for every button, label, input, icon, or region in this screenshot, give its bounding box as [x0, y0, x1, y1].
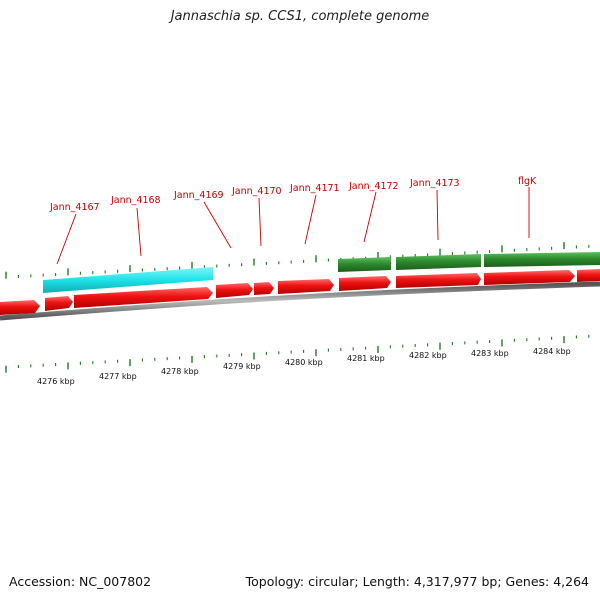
gene-label[interactable]: Jann_4172: [348, 181, 399, 192]
gene-arrow[interactable]: [396, 273, 481, 288]
map-title: Jannaschia sp. CCS1, complete genome: [170, 9, 430, 24]
gene-label[interactable]: Jann_4167: [49, 202, 100, 213]
kbp-label: 4278 kbp: [161, 367, 199, 376]
gene-arrow[interactable]: [278, 279, 334, 294]
kbp-label: 4282 kbp: [409, 351, 447, 360]
gene-label[interactable]: Jann_4170: [231, 186, 282, 197]
gene-arrow[interactable]: [0, 300, 40, 315]
reverse-strand-genes: [338, 252, 600, 272]
gene-arrow[interactable]: [339, 276, 391, 291]
kbp-label: 4284 kbp: [533, 347, 571, 356]
forward-strand-genes: [0, 269, 600, 315]
gene-Jann_4167-highlight[interactable]: [43, 267, 213, 293]
gene-arrow[interactable]: [484, 270, 575, 285]
gene-arrow[interactable]: [254, 282, 274, 295]
gene-label[interactable]: flgK: [518, 176, 537, 187]
label-leader-line: [136, 207, 142, 257]
kbp-scale: 4276 kbp 4277 kbp 4278 kbp 4279 kbp 4280…: [37, 347, 571, 386]
gene-Jann_4173[interactable]: [396, 254, 481, 270]
gene-arrow[interactable]: [216, 283, 253, 298]
kbp-label: 4277 kbp: [99, 372, 137, 381]
kbp-label: 4276 kbp: [37, 377, 75, 386]
kbp-label: 4281 kbp: [347, 354, 385, 363]
inner-tick-ring: [5, 334, 590, 373]
genome-summary-text: Topology: circular; Length: 4,317,977 bp…: [245, 574, 589, 589]
genome-backbone: [0, 281, 600, 321]
gene-Jann_4172[interactable]: [338, 257, 391, 272]
gene-label[interactable]: Jann_4171: [289, 183, 340, 194]
kbp-label: 4280 kbp: [285, 358, 323, 367]
gene-label[interactable]: Jann_4168: [110, 195, 161, 206]
accession-text: Accession: NC_007802: [9, 574, 152, 589]
gene-label[interactable]: Jann_4173: [409, 178, 460, 189]
kbp-label: 4283 kbp: [471, 349, 509, 358]
gene-flgK[interactable]: [484, 252, 600, 267]
kbp-label: 4279 kbp: [223, 362, 261, 371]
label-leader-line: [56, 213, 77, 265]
label-leader-line: [203, 201, 232, 249]
label-leader-line: [258, 197, 262, 247]
outer-tick-ring: [5, 242, 590, 279]
gene-label[interactable]: Jann_4169: [173, 190, 224, 201]
label-leader-line: [304, 194, 317, 245]
gene-arrow[interactable]: [74, 287, 213, 308]
label-leader-line: [363, 191, 377, 243]
label-leader-line: [436, 189, 439, 241]
gene-label-group: Jann_4167 Jann_4168 Jann_4169 Jann_4170 …: [49, 176, 537, 265]
gene-arrow[interactable]: [45, 296, 73, 311]
gene-arrow[interactable]: [577, 269, 600, 282]
